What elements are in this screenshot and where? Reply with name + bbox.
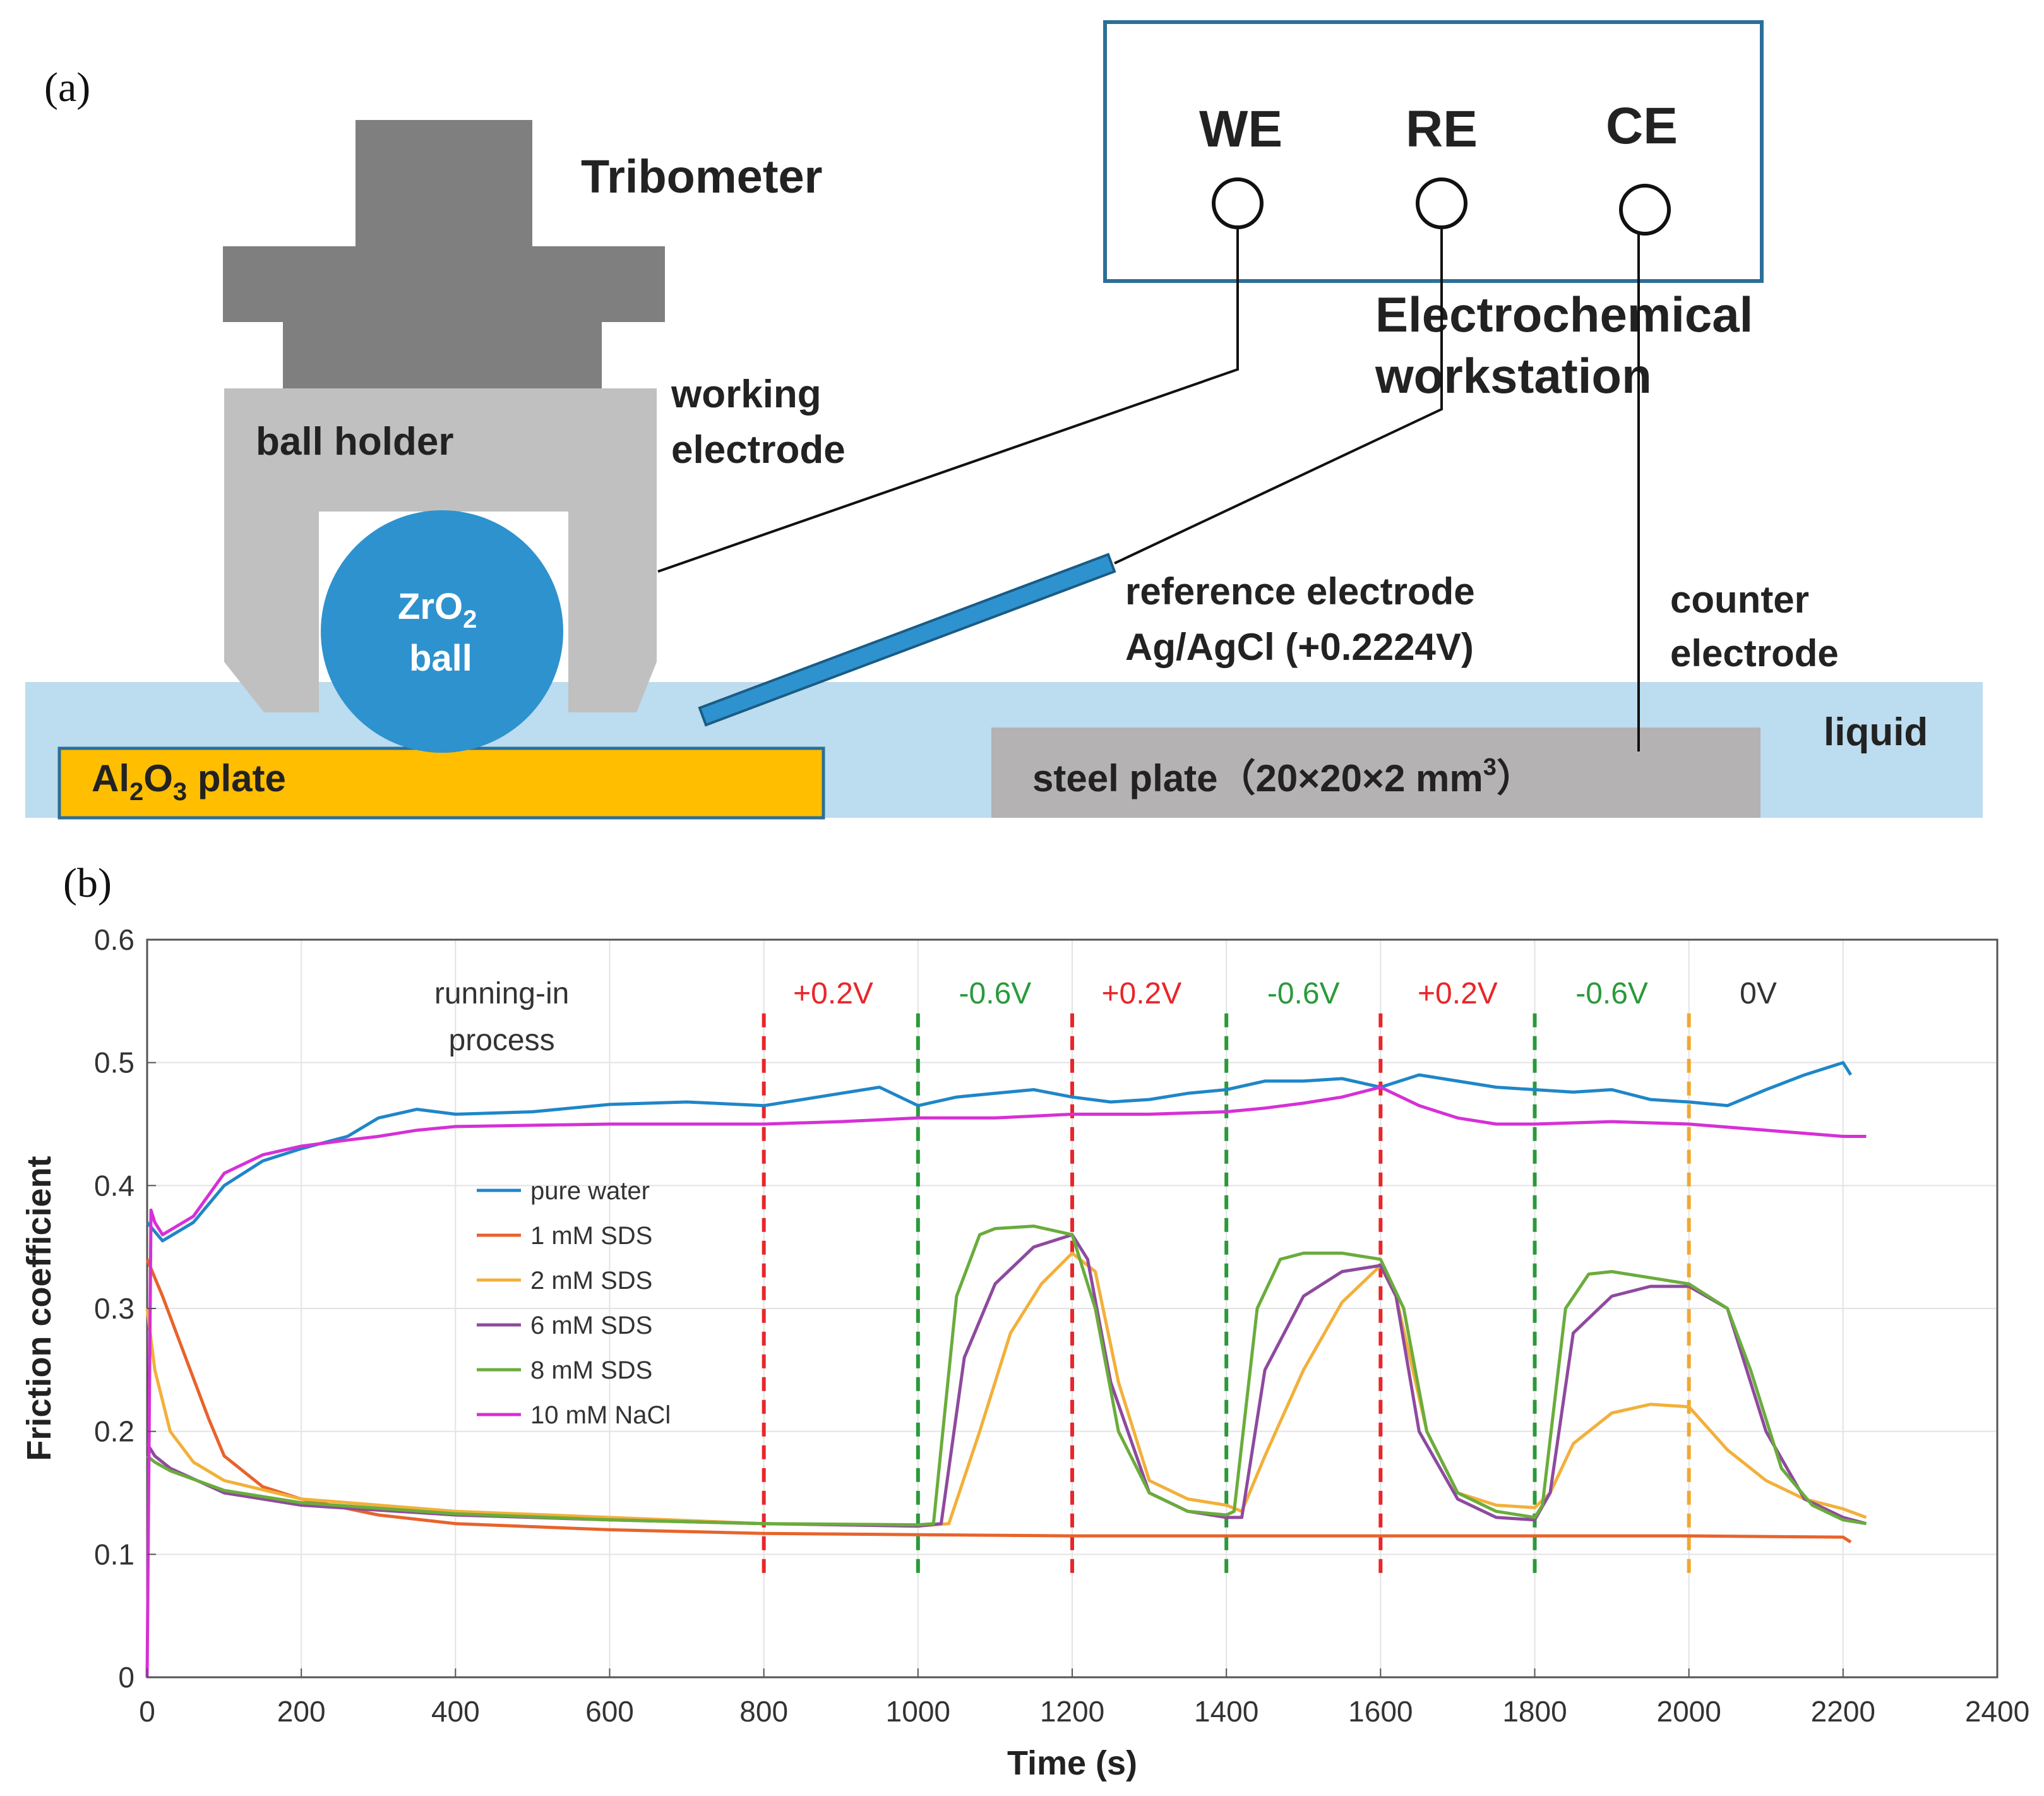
series-line-10-mm-nacl [145,1086,1867,1678]
chart-annotation: +0.2V [1101,977,1181,1010]
x-tick-label: 1200 [1040,1695,1104,1728]
x-tick-label: 2200 [1811,1695,1875,1728]
y-tick-label: 0.3 [94,1292,134,1325]
liquid-label: liquid [1824,710,1928,754]
annotation-layer: running-in process +0.2V -0.6V +0.2V -0.6V +0.… [434,977,1777,1057]
series-line-pure-water [146,1061,1853,1243]
series-line-2-mm-sds [145,1251,1867,1528]
x-tick-label: 1600 [1348,1695,1413,1728]
x-axis-label: Time (s) [1007,1744,1137,1782]
series-layer [145,1061,1867,1678]
we-terminal [1212,177,1264,229]
chart-annotation: running-in [434,977,569,1010]
reference-electrode-label-1: reference electrode [1125,570,1475,613]
workstation-label-2: workstation [1375,348,1652,404]
friction-chart: 0 200 400 600 800 1000 1200 1400 1600 1800 2000 220… [20,923,2029,1782]
x-tick-label: 1000 [886,1695,950,1728]
ball-label-2: ball [409,638,472,679]
voltage-lines-layer [762,1013,1691,1579]
re-terminal [1416,177,1467,229]
chart-annotation: 0V [1740,977,1777,1010]
workstation-box [1103,20,1764,283]
x-tick-label: 800 [739,1695,788,1728]
x-tick-label: 2000 [1656,1695,1721,1728]
ball-holder-label: ball holder [256,420,453,464]
steel-plate [991,727,1760,818]
x-tick-label: 2400 [1965,1695,2029,1728]
tribometer-label: Tribometer [581,150,822,203]
ball-label-1: ZrO2 [398,586,477,633]
legend-label: 2 mM SDS [530,1267,652,1295]
counter-electrode-label-1: counter [1670,578,1809,621]
x-tick-label: 1400 [1194,1695,1258,1728]
reference-electrode-rod [698,553,1116,727]
x-tick-label: 200 [277,1695,326,1728]
al2o3-plate [57,746,825,820]
workstation-label-1: Electrochemical [1375,287,1753,342]
working-electrode-label-2: electrode [671,428,846,472]
tribometer [223,120,665,395]
y-axis-label: Friction coefficient [20,1156,58,1461]
zro2-ball [321,510,563,753]
re-wire [1114,227,1443,565]
we-wire [657,227,1239,573]
steel-plate-label: steel plate（20×20×2 mm3） [1032,754,1534,799]
panel-b-label: (b) [63,860,112,906]
ce-terminal [1619,184,1671,236]
al2o3-plate-label: Al2O3 plate [92,757,286,806]
ball-holder [224,388,657,712]
tick-layer: 0 200 400 600 800 1000 1200 1400 1600 1800 2000 220… [94,923,2029,1728]
chart-annotation: -0.6V [1267,977,1340,1010]
y-tick-label: 0.6 [94,923,134,956]
reference-electrode-label-2: Ag/AgCl (+0.2224V) [1125,626,1474,668]
chart-annotation: -0.6V [959,977,1032,1010]
x-tick-label: 400 [431,1695,480,1728]
chart-annotation: -0.6V [1575,977,1648,1010]
y-tick-label: 0.2 [94,1415,134,1448]
x-tick-label: 0 [139,1695,155,1728]
x-tick-label: 600 [585,1695,634,1728]
working-electrode-label-1: working [671,373,822,416]
y-tick-label: 0.4 [94,1169,134,1202]
x-tick-label: 1800 [1502,1695,1567,1728]
counter-electrode-label-2: electrode [1670,632,1839,674]
legend-label: 6 mM SDS [530,1312,652,1339]
legend-label: 1 mM SDS [530,1222,652,1250]
chart-annotation: +0.2V [1418,977,1498,1010]
chart-annotation: +0.2V [793,977,873,1010]
y-tick-label: 0.1 [94,1538,134,1571]
y-tick-label: 0 [118,1661,134,1694]
series-line-1-mm-sds [145,1259,1852,1544]
legend-label: 10 mM NaCl [530,1401,671,1429]
series-line-8-mm-sds [146,1224,1867,1527]
ce-label: CE [1606,97,1678,155]
legend-label: 8 mM SDS [530,1356,652,1384]
chart-annotation: process [449,1024,555,1057]
y-tick-label: 0.5 [94,1046,134,1079]
series-line-6-mm-sds [145,1233,1867,1528]
we-label: WE [1199,100,1282,158]
legend: pure water 1 mM SDS 2 mM SDS 6 mM SDS 8 mM S… [477,1177,671,1429]
legend-label: pure water [530,1177,650,1205]
panel-a-label: (a) [44,64,90,111]
re-label: RE [1406,100,1478,158]
